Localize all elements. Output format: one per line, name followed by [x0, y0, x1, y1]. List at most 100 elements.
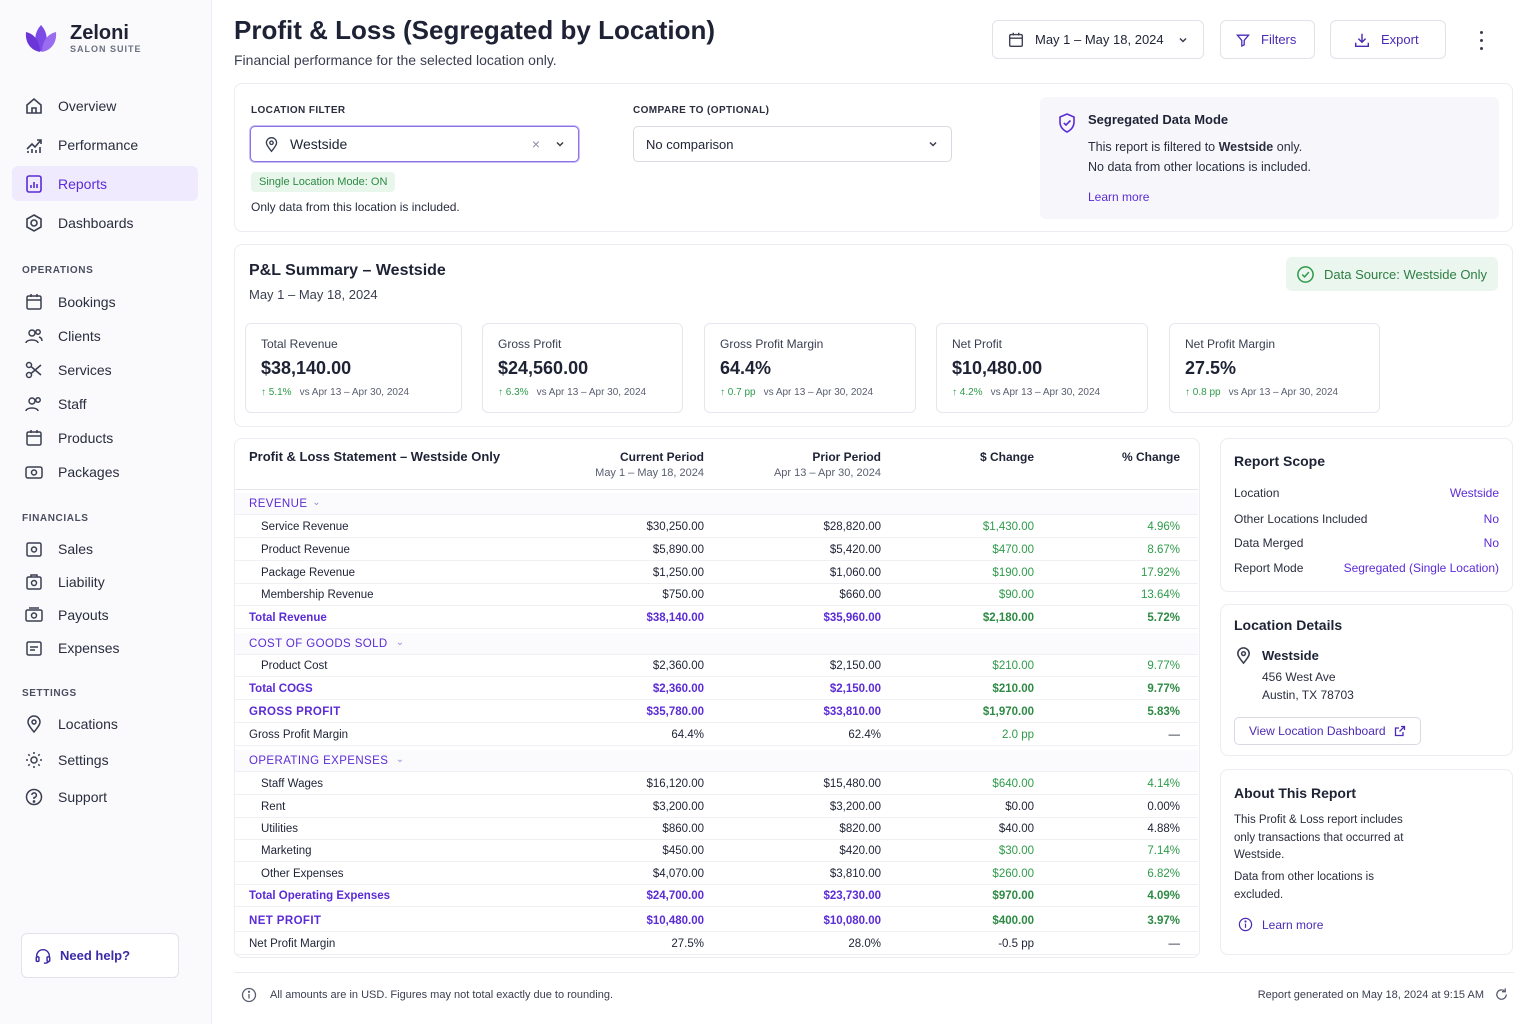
cell-dollar-change: $90.00	[998, 589, 1034, 601]
cell-pct-change: 7.14%	[1147, 845, 1180, 857]
row-label: Staff Wages	[261, 778, 324, 790]
nav-reports[interactable]: Reports	[12, 166, 198, 201]
cell-prior: $660.00	[839, 589, 881, 601]
cell-pct-change: —	[1168, 938, 1181, 950]
chevron-down-icon[interactable]: ⌄	[312, 497, 321, 508]
logo-icon	[25, 25, 57, 52]
cell-current: $35,780.00	[646, 706, 704, 718]
clear-icon[interactable]: ×	[531, 136, 540, 152]
nav-services[interactable]: Services	[12, 352, 198, 387]
sidebar: Zeloni SALON SUITE Overview Performance …	[0, 0, 212, 1024]
refresh-icon[interactable]	[1494, 987, 1509, 1002]
location-select[interactable]: Westside ×	[250, 126, 579, 162]
nav-settings[interactable]: Settings	[12, 742, 198, 777]
nav-overview[interactable]: Overview	[12, 88, 198, 123]
nav-support[interactable]: Support	[12, 779, 198, 814]
scope-key: Other Locations Included	[1234, 512, 1368, 526]
pl-statement-card	[234, 438, 1200, 958]
kpi-gross-profit-margin: Gross Profit Margin 64.4% ↑ 0.7 pp vs Apr…	[704, 323, 916, 413]
filters-button[interactable]: Filters	[1220, 20, 1315, 59]
cell-dollar-change: $970.00	[992, 890, 1034, 902]
cell-pct-change: 17.92%	[1140, 567, 1180, 579]
section-header-row[interactable]: REVENUE ⌄	[235, 493, 1198, 515]
location-address-1: 456 West Ave	[1262, 670, 1336, 684]
kpi-label: Net Profit	[952, 337, 1003, 351]
about-line: Data from other locations is	[1234, 871, 1374, 883]
nav-products[interactable]: Products	[12, 420, 198, 455]
cell-pct-change: 6.82%	[1147, 868, 1180, 880]
nav-label: Performance	[58, 136, 139, 153]
col-header-dollar-change[interactable]: $ Change	[979, 450, 1034, 464]
location-filter-label: LOCATION FILTER	[251, 105, 346, 116]
nav-locations[interactable]: Locations	[12, 706, 198, 741]
nav-label: Staff	[58, 395, 87, 412]
seg-learn-more-link[interactable]: Learn more	[1088, 190, 1150, 204]
view-location-dashboard-button[interactable]: View Location Dashboard	[1234, 717, 1421, 745]
chevron-down-icon[interactable]	[554, 138, 566, 150]
nav-packages[interactable]: Packages	[12, 454, 198, 489]
cell-pct-change: 4.96%	[1147, 521, 1180, 533]
nav-sales[interactable]: Sales	[12, 531, 198, 566]
row-label: Package Revenue	[261, 567, 355, 579]
row-label: Total Operating Expenses	[249, 890, 391, 902]
row-label: NET PROFIT	[249, 915, 322, 927]
table-row: Net Profit Margin 27.5% 28.0% -0.5 pp —	[235, 933, 1198, 955]
footer-note: All amounts are in USD. Figures may not …	[270, 989, 614, 1001]
cell-dollar-change: $1,970.00	[982, 706, 1034, 718]
col-header-pct-change[interactable]: % Change	[1121, 450, 1180, 464]
kpi-net-profit-margin: Net Profit Margin 27.5% ↑ 0.8 pp vs Apr 1…	[1169, 323, 1380, 413]
download-icon	[1354, 33, 1370, 47]
nav-performance[interactable]: Performance	[12, 127, 198, 162]
cell-dollar-change: $470.00	[992, 544, 1034, 556]
about-learn-more-link[interactable]: Learn more	[1238, 917, 1323, 932]
row-label: Net Profit Margin	[249, 938, 336, 950]
kpi-change-value: ↑ 5.1%	[261, 387, 292, 398]
cell-current: $2,360.00	[652, 683, 704, 695]
chevron-down-icon[interactable]: ⌄	[395, 754, 405, 765]
nav-clients[interactable]: Clients	[12, 318, 198, 353]
kpi-change: ↑ 4.2% vs Apr 13 – Apr 30, 2024	[952, 387, 1100, 398]
kpi-compare: vs Apr 13 – Apr 30, 2024	[1228, 387, 1339, 398]
staff-icon	[25, 396, 41, 411]
table-row: Gross Profit Margin 64.4% 62.4% 2.0 pp —	[235, 724, 1198, 746]
nav-payouts[interactable]: Payouts	[12, 597, 198, 632]
cell-pct-change: 4.09%	[1147, 890, 1180, 902]
nav-label: Sales	[58, 540, 94, 557]
col-header-prior[interactable]: Prior Period	[812, 450, 881, 464]
nav-label: Locations	[58, 715, 118, 732]
table-row: Package Revenue $1,250.00 $1,060.00 $190.00…	[235, 562, 1198, 584]
export-button[interactable]: Export	[1330, 20, 1446, 59]
nav-label: Services	[58, 361, 112, 378]
cell-dollar-change: $2,180.00	[982, 612, 1034, 624]
date-range-picker[interactable]: May 1 – May 18, 2024	[992, 20, 1204, 59]
nav-bookings[interactable]: Bookings	[12, 284, 198, 319]
kpi-change-value: ↑ 4.2%	[952, 387, 983, 398]
more-options-icon[interactable]	[1472, 28, 1490, 52]
cell-current: $10,480.00	[646, 915, 704, 927]
cell-prior: $10,080.00	[823, 915, 881, 927]
section-header-row[interactable]: COST OF GOODS SOLD ⌄	[235, 633, 1198, 655]
single-location-badge: Single Location Mode: ON	[251, 172, 396, 192]
nav-label: Products	[58, 429, 114, 446]
chevron-down-icon[interactable]: ⌄	[395, 637, 405, 648]
nav-expenses[interactable]: Expenses	[12, 630, 198, 665]
nav-liability[interactable]: Liability	[12, 564, 198, 599]
cell-current: $3,200.00	[652, 801, 704, 813]
about-line: This Profit & Loss report includes	[1234, 814, 1403, 826]
brand[interactable]: Zeloni SALON SUITE	[24, 22, 142, 54]
nav-staff[interactable]: Staff	[12, 386, 198, 421]
need-help-button[interactable]: Need help?	[21, 933, 179, 978]
export-label: Export	[1381, 32, 1419, 47]
compare-select[interactable]: No comparison	[633, 126, 952, 162]
scissors-icon	[25, 361, 42, 378]
nav-label: Support	[58, 788, 108, 805]
section-header-row[interactable]: OPERATING EXPENSES ⌄	[235, 750, 1198, 772]
view-location-dashboard-label: View Location Dashboard	[1249, 724, 1386, 738]
col-header-current[interactable]: Current Period	[619, 450, 704, 464]
nav-dashboards[interactable]: Dashboards	[12, 205, 198, 240]
cell-current: $16,120.00	[646, 778, 704, 790]
nav-label: Expenses	[58, 639, 120, 656]
liability-icon	[26, 573, 42, 590]
filters-label: Filters	[1261, 32, 1297, 47]
seg-line-1-pre: This report is filtered to	[1088, 140, 1219, 154]
